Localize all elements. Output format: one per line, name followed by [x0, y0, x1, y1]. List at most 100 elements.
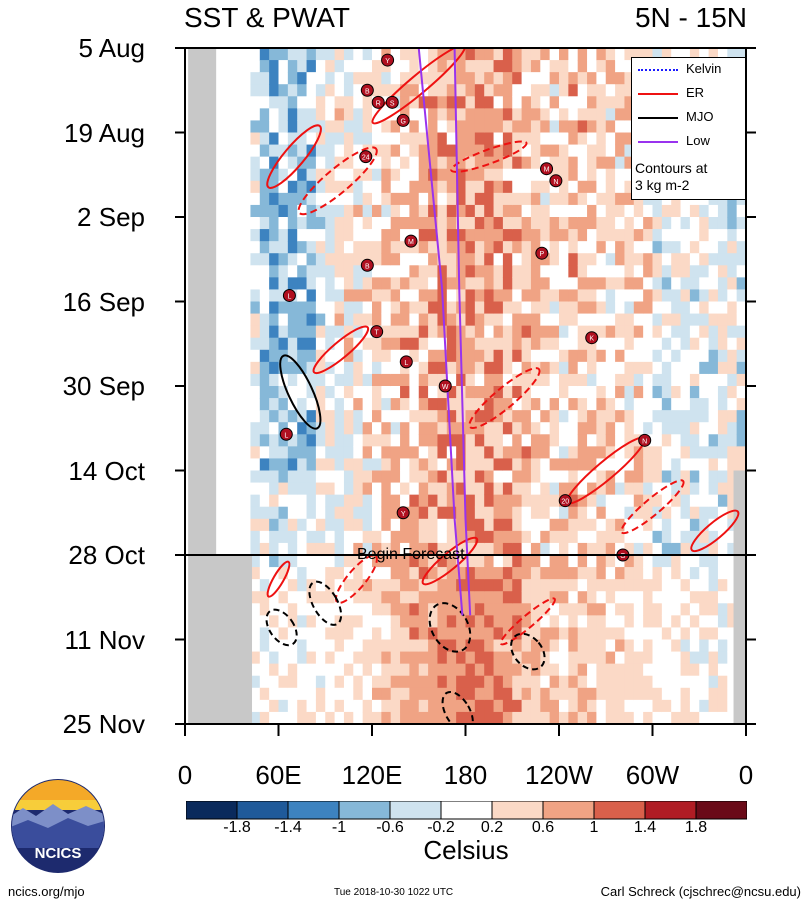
storm-marker: L — [279, 427, 293, 441]
storm-marker: P — [535, 246, 549, 260]
colorbar-swatch — [644, 801, 697, 820]
legend: Kelvin ER MJO Low Contours at 3 kg m-2 — [631, 57, 746, 200]
colorbar-tick-label: -1.4 — [274, 819, 302, 836]
er-contour — [297, 146, 378, 216]
legend-item-er: ER — [632, 84, 745, 104]
storm-label: L — [284, 432, 288, 439]
colorbar-tick-label: 0.6 — [531, 819, 555, 836]
legend-item-kelvin: Kelvin — [632, 60, 745, 80]
storm-marker: M — [404, 234, 418, 248]
storm-label: B — [365, 263, 370, 270]
logo-text: NCICS — [35, 845, 82, 862]
y-tick-label: 28 Oct — [68, 540, 145, 570]
storm-marker: B — [360, 83, 374, 97]
colorbar-swatch — [695, 801, 747, 820]
mjo-contour — [510, 632, 546, 671]
er-contour — [266, 560, 291, 598]
colorbar-tick-label: 0.2 — [480, 819, 504, 836]
storm-label: 20 — [561, 499, 569, 506]
er-contour — [371, 48, 467, 125]
y-tick-label: 25 Nov — [62, 709, 145, 739]
x-tick-label: 120W — [525, 760, 593, 790]
er-contour — [312, 325, 370, 375]
x-tick-label: 60E — [255, 760, 302, 790]
colorbar-swatch — [440, 801, 493, 820]
er-contour — [450, 140, 528, 173]
forecast-label: Begin Forecast — [357, 546, 465, 563]
y-tick-label: 30 Sep — [62, 371, 145, 401]
x-tick-label: 0 — [738, 760, 754, 790]
storm-label: N — [553, 179, 558, 186]
storm-label: K — [589, 336, 594, 343]
storm-marker: Y — [396, 506, 410, 520]
x-tick-label: 180 — [443, 760, 488, 790]
colorbar-swatch — [491, 801, 544, 820]
er-contour — [499, 597, 556, 646]
chart-title: SST & PWAT — [184, 2, 350, 33]
mjo-contour — [428, 602, 472, 653]
colorbar-swatch — [338, 801, 391, 820]
region-label: 5N - 15N — [634, 2, 747, 33]
footer-url[interactable]: ncics.org/mjo — [8, 884, 85, 899]
footer-timestamp: Tue 2018-10-30 1022 UTC — [334, 887, 454, 898]
storm-label: M — [544, 167, 550, 174]
storm-label: G — [400, 118, 405, 125]
y-tick-label: 5 Aug — [78, 33, 145, 63]
colorbar-swatch — [593, 801, 646, 820]
er-contour — [266, 124, 322, 189]
missing-band-west — [188, 48, 217, 555]
storm-label: M — [408, 239, 414, 246]
storm-label: L — [287, 293, 291, 300]
storm-marker: R — [371, 95, 385, 109]
colorbar-swatch — [287, 801, 340, 820]
storm-marker: M — [540, 162, 554, 176]
mjo-contour — [279, 354, 322, 430]
colorbar-tick-label: 1.8 — [684, 819, 708, 836]
colorbar-swatch — [389, 801, 442, 820]
storm-marker: L — [399, 355, 413, 369]
legend-note: Contours at 3 kg m-2 — [635, 160, 708, 193]
low-contour — [417, 48, 464, 616]
low-contour — [453, 48, 472, 616]
storm-marker: 20 — [558, 494, 572, 508]
storm-marker: L — [282, 288, 296, 302]
storm-marker: S — [385, 95, 399, 109]
er-contour — [690, 509, 740, 553]
storm-label: G — [620, 553, 625, 560]
x-tick-label: 60W — [625, 760, 680, 790]
er-contour — [334, 554, 378, 604]
storm-marker: Y — [381, 53, 395, 67]
ncics-logo: NCICS — [11, 779, 105, 873]
y-tick-label: 16 Sep — [62, 286, 145, 317]
colorbar-tick-label: -1.8 — [223, 819, 251, 836]
mjo-contour — [265, 608, 298, 647]
storm-marker: N — [638, 433, 652, 447]
storm-marker: B — [360, 258, 374, 272]
colorbar-swatch — [236, 801, 289, 820]
mjo-contour — [308, 580, 343, 626]
storm-label: S — [390, 100, 395, 107]
storm-label: R — [376, 100, 381, 107]
colorbar-tick-label: 1.4 — [633, 819, 657, 836]
legend-item-low: Low — [632, 132, 745, 152]
storm-label: Y — [385, 58, 390, 65]
x-tick-label: 0 — [177, 760, 193, 790]
storm-label: T — [375, 330, 380, 337]
storm-label: B — [365, 88, 370, 95]
legend-item-mjo: MJO — [632, 108, 745, 128]
colorbar-swatch — [542, 801, 595, 820]
er-contour — [468, 367, 541, 429]
storm-label: Y — [401, 511, 406, 518]
mjo-contour — [441, 690, 474, 724]
storm-marker: N — [549, 174, 563, 188]
y-tick-label: 11 Nov — [64, 624, 145, 655]
storm-marker: T — [370, 325, 384, 339]
colorbar-tick-label: -0.6 — [376, 819, 404, 836]
storm-marker: W — [438, 379, 452, 393]
colorbar — [186, 801, 747, 820]
storm-label: W — [442, 384, 449, 391]
storm-label: 24 — [362, 155, 370, 162]
er-contour — [620, 479, 685, 535]
storm-marker: G — [396, 113, 410, 127]
